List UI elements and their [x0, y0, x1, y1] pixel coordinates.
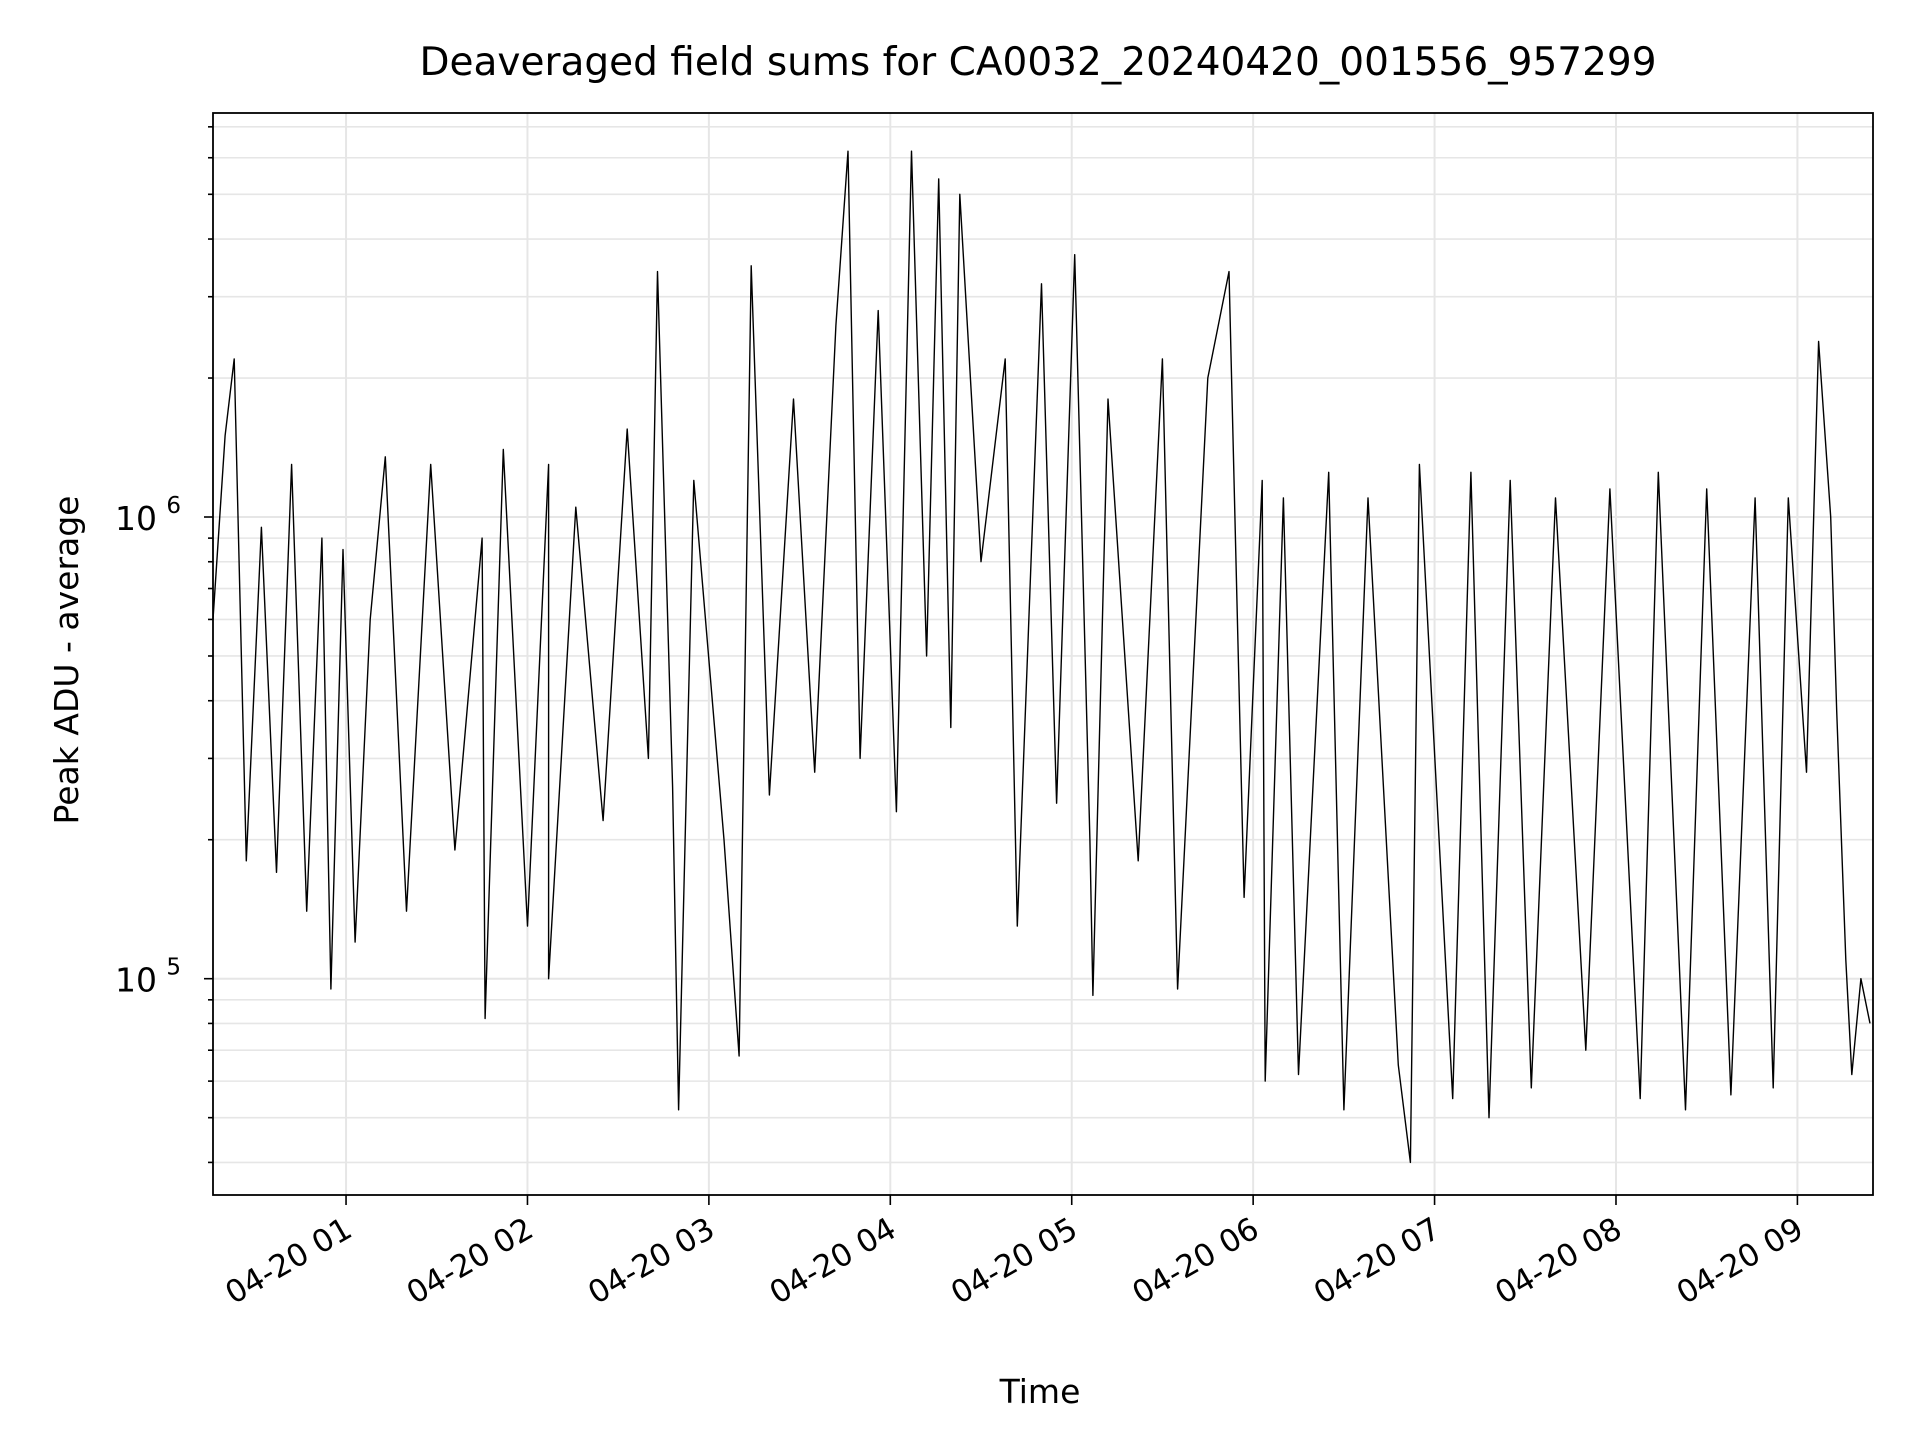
series-line — [212, 150, 1871, 1164]
axes-frame — [212, 112, 1874, 1196]
x-axis-label: Time — [999, 1372, 1081, 1411]
y-axis-label: Peak ADU - average — [47, 496, 86, 825]
series-layer — [212, 150, 1871, 1164]
grid-layer — [213, 113, 1873, 1195]
y-tick-label-exponent: 6 — [166, 493, 181, 519]
y-tick-label-exponent: 5 — [166, 955, 181, 981]
chart-title: Deaveraged field sums for CA0032_2024042… — [419, 40, 1656, 85]
y-tick-label: 10 — [115, 499, 157, 538]
y-tick-label: 10 — [115, 961, 157, 1000]
